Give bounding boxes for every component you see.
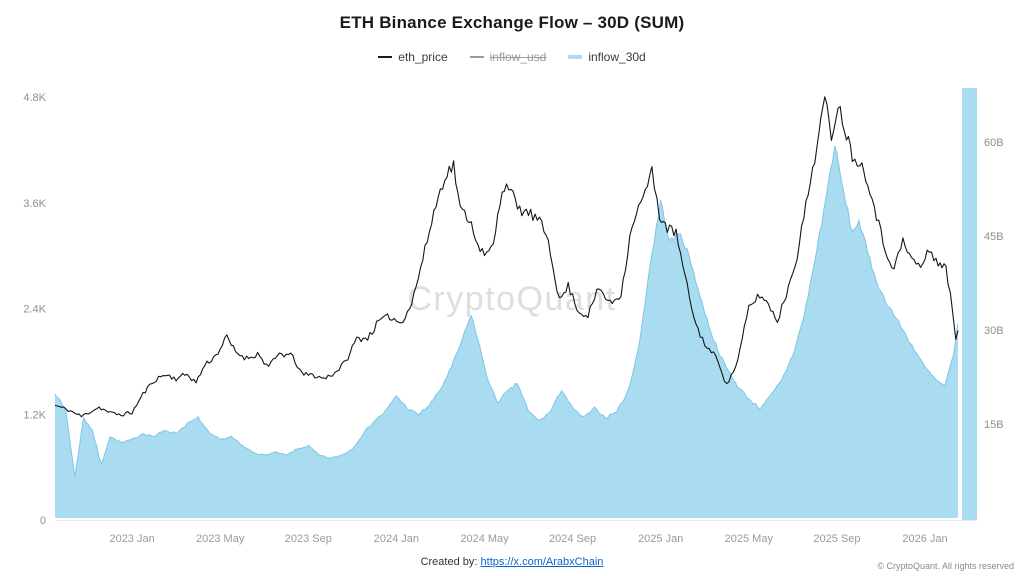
creator-link[interactable]: https://x.com/ArabxChain [480, 556, 604, 568]
left-axis-tick: 2.4K [23, 304, 46, 316]
x-axis-tick: 2025 Jan [638, 533, 683, 545]
right-axis-tick: 60B [984, 137, 1004, 149]
legend-item-inflow-usd[interactable]: inflow_usd [469, 50, 547, 64]
eth-price-swatch-icon [378, 56, 393, 58]
cryptoquant-watermark: CryptoQuant [407, 280, 616, 318]
x-axis-tick: 2025 May [725, 533, 774, 545]
inflow-30d-swatch-icon [568, 55, 583, 59]
chart-title: ETH Binance Exchange Flow – 30D (SUM) [339, 13, 685, 32]
x-axis-tick: 2024 May [460, 533, 509, 545]
x-axis-tick: 2025 Sep [813, 533, 860, 545]
x-axis-tick: 2026 Jan [902, 533, 947, 545]
legend-label: inflow_30d [588, 50, 646, 64]
legend-label: inflow_usd [489, 50, 547, 64]
inflow-30d-area [55, 145, 958, 518]
legend-label: eth_price [398, 50, 448, 64]
legend-item-inflow-30d[interactable]: inflow_30d [568, 50, 646, 64]
legend-item-eth-price[interactable]: eth_price [378, 50, 448, 64]
created-by-footer: Created by: https://x.com/ArabxChain [0, 556, 1024, 568]
x-axis-tick: 2023 Jan [109, 533, 154, 545]
created-by-label: Created by: [420, 556, 478, 568]
right-axis-tick: 30B [984, 325, 1004, 337]
x-axis-tick: 2023 Sep [285, 533, 332, 545]
inflow-usd-swatch-icon [469, 56, 484, 58]
x-axis-tick: 2024 Jan [374, 533, 419, 545]
right-axis-tick: 15B [984, 419, 1004, 431]
legend: eth_price inflow_usd inflow_30d [0, 50, 1024, 64]
eth-price-line [54, 96, 959, 418]
copyright-text: © CryptoQuant. All rights reserved [877, 561, 1014, 571]
left-axis-tick: 4.8K [23, 92, 46, 104]
left-axis-tick: 3.6K [23, 198, 46, 210]
left-axis-tick: 0 [40, 515, 46, 527]
x-axis-tick: 2023 May [196, 533, 245, 545]
right-axis-strip [962, 88, 977, 520]
x-axis-tick: 2024 Sep [549, 533, 596, 545]
right-axis-tick: 45B [984, 231, 1004, 243]
inflow-30d-outline [54, 145, 959, 478]
left-axis-tick: 1.2K [23, 409, 46, 421]
